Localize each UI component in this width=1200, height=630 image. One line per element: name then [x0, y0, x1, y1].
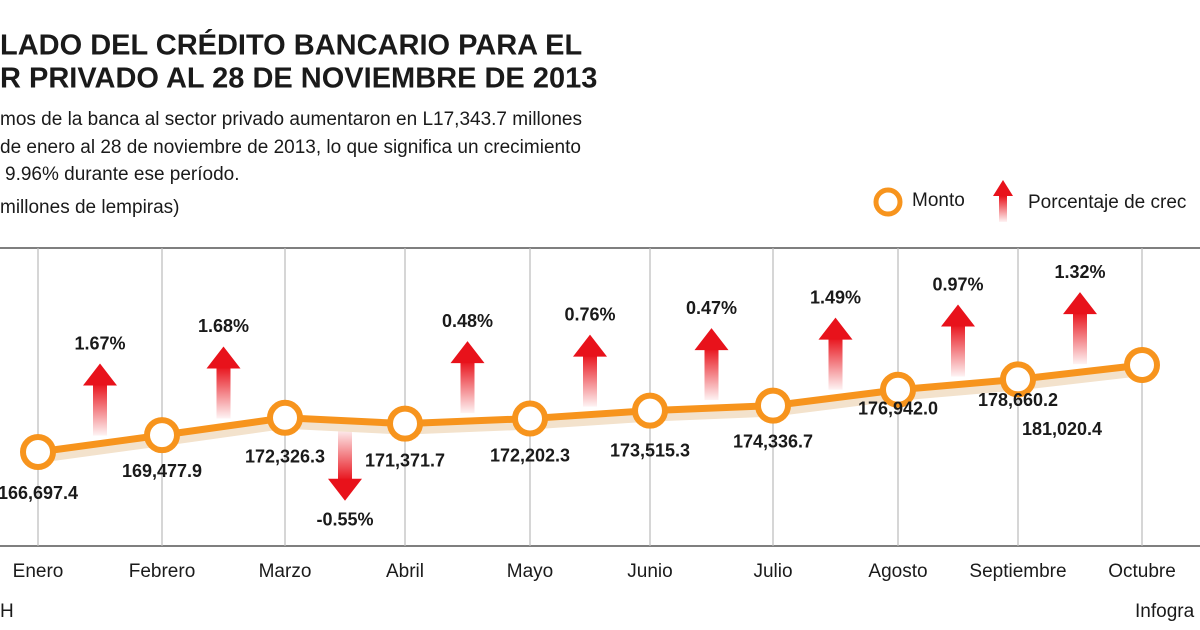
arrow-head: [83, 363, 117, 386]
value-label: 176,942.0: [858, 399, 938, 419]
x-tick-label: Marzo: [259, 561, 312, 582]
percent-label: 0.47%: [686, 298, 737, 318]
percent-label: 0.76%: [564, 304, 615, 324]
point: [880, 371, 916, 408]
growth-arrow: [941, 304, 975, 377]
footer-source: H: [0, 601, 14, 622]
percent-label: -0.55%: [316, 509, 373, 529]
title-line: LADO DEL CRÉDITO BANCARIO PARA EL: [0, 28, 582, 62]
legend-label: Porcentaje de crec: [1028, 192, 1186, 213]
x-tick-label: Enero: [13, 561, 64, 582]
growth-arrow: [83, 363, 117, 436]
percent-label: 1.49%: [810, 287, 861, 307]
point: [632, 392, 668, 429]
value-label: 169,477.9: [122, 461, 202, 481]
value-label: 174,336.7: [733, 431, 813, 451]
value-label: 166,697.4: [0, 483, 78, 503]
arrow-head: [206, 346, 241, 369]
x-tick-label: Julio: [753, 561, 792, 582]
arrow-shaft: [93, 383, 107, 436]
percent-label: 1.67%: [74, 333, 125, 353]
arrow-head: [1063, 292, 1097, 315]
percent-label: 0.48%: [442, 311, 493, 331]
subtitle-line: mos de la banca al sector privado aument…: [0, 109, 582, 130]
x-tick-label: Agosto: [868, 561, 927, 582]
footer-credit: Infogra: [1135, 601, 1195, 622]
percent-label: 1.68%: [198, 316, 249, 336]
point: [755, 387, 791, 424]
x-tick-label: Octubre: [1108, 561, 1176, 582]
line-shadow: [37, 368, 1143, 463]
arrow-shaft: [704, 348, 719, 401]
arrow-head: [450, 341, 485, 364]
x-tick-label: Mayo: [507, 561, 553, 582]
legend-swatch: [873, 187, 903, 217]
growth-arrow: [818, 317, 853, 390]
arrow-head: [694, 328, 729, 351]
value-label: 172,326.3: [245, 447, 325, 467]
growth-arrow: [573, 334, 607, 407]
point: [267, 399, 303, 436]
growth-arrow: [450, 341, 485, 414]
legend-label: Monto: [912, 190, 965, 211]
arrow-shaft: [338, 428, 352, 481]
point: [512, 400, 548, 437]
title-line: R PRIVADO AL 28 DE NOVIEMBRE DE 2013: [0, 63, 597, 95]
value-label: 181,020.4: [1022, 419, 1102, 439]
arrow-shaft: [828, 337, 843, 390]
x-tick-label: Junio: [627, 561, 672, 582]
line: [37, 361, 1143, 456]
subtitle-line: de enero al 28 de noviembre de 2013, lo …: [0, 137, 581, 158]
arrow-head: [941, 304, 975, 327]
value-label: 173,515.3: [610, 440, 690, 460]
growth-arrow: [1063, 292, 1097, 365]
arrow-shaft: [460, 361, 475, 414]
subtitle-line: 9.96% durante ese período.: [5, 164, 240, 185]
arrow-head: [818, 317, 853, 340]
point: [1000, 361, 1036, 398]
unit-note: millones de lempiras): [0, 197, 180, 218]
arrow-head: [328, 478, 362, 501]
arrow-shaft: [951, 324, 965, 377]
legend-arrow-head: [993, 180, 1013, 196]
growth-arrow: [328, 428, 362, 501]
arrow-shaft: [1073, 312, 1087, 365]
x-tick-label: Abril: [386, 561, 424, 582]
arrow-head: [573, 334, 607, 357]
percent-label: 0.97%: [932, 274, 983, 294]
point: [387, 405, 423, 442]
legend-arrow-shaft: [999, 196, 1007, 222]
growth-arrow: [206, 346, 241, 419]
point: [144, 417, 180, 454]
value-label: 172,202.3: [490, 445, 570, 465]
arrow-shaft: [583, 354, 597, 407]
point: [1124, 347, 1160, 383]
x-tick-label: Febrero: [129, 561, 196, 582]
value-label: 171,371.7: [365, 450, 445, 470]
arrow-shaft: [216, 366, 231, 419]
growth-arrow: [694, 328, 729, 401]
point: [20, 434, 56, 470]
x-tick-label: Septiembre: [969, 561, 1066, 582]
value-label: 178,660.2: [978, 390, 1058, 410]
percent-label: 1.32%: [1054, 262, 1105, 282]
